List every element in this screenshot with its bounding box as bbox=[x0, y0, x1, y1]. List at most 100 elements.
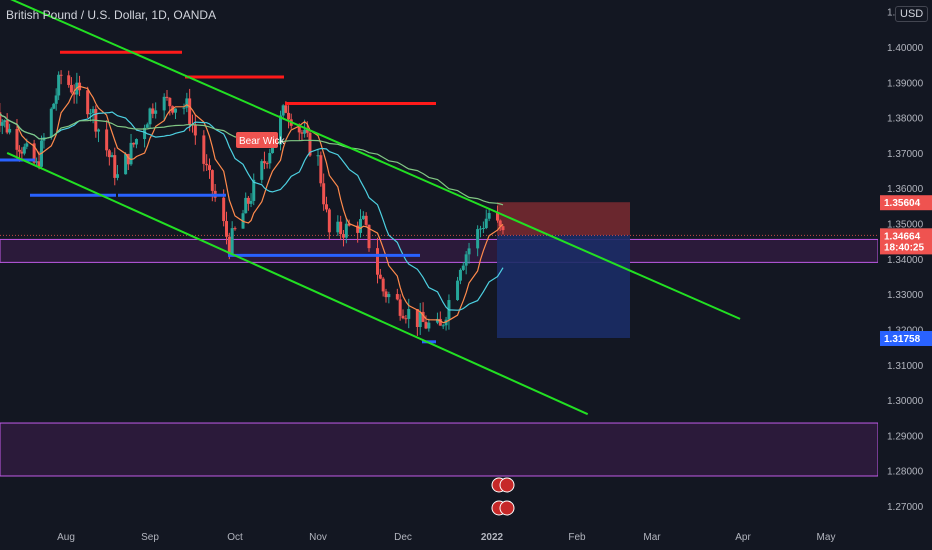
candle[interactable] bbox=[230, 221, 234, 256]
candle[interactable] bbox=[124, 152, 128, 175]
candle[interactable] bbox=[378, 268, 382, 280]
candle[interactable] bbox=[415, 308, 419, 336]
candle[interactable] bbox=[356, 221, 360, 243]
take-profit-zone[interactable] bbox=[497, 235, 630, 339]
candle[interactable] bbox=[244, 192, 248, 214]
candle[interactable] bbox=[260, 159, 264, 184]
time-axis-panel[interactable] bbox=[0, 522, 932, 550]
candle[interactable] bbox=[364, 212, 368, 228]
candle[interactable] bbox=[5, 113, 9, 135]
candle[interactable] bbox=[174, 108, 177, 120]
candle[interactable] bbox=[97, 128, 101, 143]
time-axis[interactable]: Aug Sep Oct Nov Dec 2022 Feb Mar Apr May bbox=[57, 532, 835, 543]
supply-demand-zone[interactable] bbox=[0, 422, 879, 477]
candle[interactable] bbox=[461, 262, 465, 272]
candle[interactable] bbox=[316, 149, 320, 166]
candle[interactable] bbox=[132, 142, 136, 148]
candle[interactable] bbox=[268, 148, 272, 169]
candle[interactable] bbox=[441, 323, 445, 330]
candle[interactable] bbox=[145, 122, 149, 128]
candle[interactable] bbox=[479, 225, 483, 238]
candle[interactable] bbox=[0, 102, 2, 133]
candle[interactable] bbox=[134, 138, 138, 149]
event-flags[interactable] bbox=[491, 477, 515, 516]
candle[interactable] bbox=[86, 86, 90, 119]
candle[interactable] bbox=[287, 105, 291, 129]
candle[interactable] bbox=[484, 209, 488, 230]
candle[interactable] bbox=[327, 208, 331, 240]
bear-wick-note[interactable]: Bear Wick bbox=[236, 132, 286, 148]
candle[interactable] bbox=[115, 165, 119, 181]
trend-line[interactable] bbox=[7, 0, 741, 320]
candle[interactable] bbox=[22, 143, 26, 156]
candle[interactable] bbox=[143, 124, 147, 148]
candle[interactable] bbox=[0, 119, 4, 135]
candle[interactable] bbox=[182, 103, 186, 115]
candle[interactable] bbox=[213, 183, 217, 202]
candle[interactable] bbox=[233, 226, 237, 231]
candle[interactable] bbox=[342, 229, 345, 247]
candle[interactable] bbox=[72, 84, 76, 104]
price-axis[interactable]: 1.35000 1.40000 1.39000 1.38000 1.37000 1.360… bbox=[887, 8, 924, 513]
us-event-icon[interactable] bbox=[499, 500, 515, 516]
candle[interactable] bbox=[401, 309, 405, 320]
candle[interactable] bbox=[113, 147, 117, 186]
uk-event-icon[interactable] bbox=[499, 477, 515, 493]
candle[interactable] bbox=[3, 119, 7, 128]
candle[interactable] bbox=[126, 153, 130, 170]
candle[interactable] bbox=[495, 205, 499, 223]
candle[interactable] bbox=[225, 211, 228, 245]
candle[interactable] bbox=[435, 312, 439, 325]
stop-loss-zone[interactable] bbox=[497, 202, 630, 236]
candle[interactable] bbox=[319, 151, 323, 187]
candle[interactable] bbox=[404, 315, 408, 324]
candle[interactable] bbox=[325, 196, 328, 213]
candle[interactable] bbox=[407, 298, 411, 329]
candle[interactable] bbox=[165, 90, 169, 101]
candle[interactable] bbox=[249, 193, 253, 208]
candle[interactable] bbox=[20, 147, 24, 160]
candle[interactable] bbox=[498, 219, 502, 231]
candle[interactable] bbox=[501, 225, 505, 235]
candle[interactable] bbox=[438, 311, 442, 326]
candle[interactable] bbox=[336, 215, 340, 236]
candle[interactable] bbox=[262, 151, 266, 170]
candle[interactable] bbox=[148, 107, 152, 129]
candle[interactable] bbox=[35, 157, 39, 167]
candle[interactable] bbox=[110, 152, 114, 158]
candle[interactable] bbox=[185, 92, 189, 113]
candle[interactable] bbox=[246, 195, 250, 211]
candle[interactable] bbox=[339, 215, 343, 241]
trend-line[interactable] bbox=[6, 152, 589, 416]
candle[interactable] bbox=[8, 123, 12, 135]
candle[interactable] bbox=[59, 70, 63, 85]
candle[interactable] bbox=[398, 294, 402, 321]
candle[interactable] bbox=[202, 130, 206, 172]
price-axis-panel[interactable] bbox=[878, 0, 932, 550]
candle[interactable] bbox=[193, 115, 197, 145]
candle[interactable] bbox=[418, 302, 422, 335]
candle[interactable] bbox=[300, 129, 304, 141]
candle[interactable] bbox=[54, 88, 58, 111]
candle[interactable] bbox=[57, 71, 61, 101]
candle[interactable] bbox=[208, 158, 211, 179]
candle[interactable] bbox=[52, 102, 56, 110]
candle[interactable] bbox=[487, 208, 491, 222]
candle[interactable] bbox=[481, 221, 485, 234]
candle[interactable] bbox=[241, 209, 245, 229]
candle[interactable] bbox=[395, 288, 399, 301]
candle[interactable] bbox=[376, 237, 379, 284]
candle[interactable] bbox=[107, 148, 111, 166]
candle[interactable] bbox=[427, 318, 431, 332]
candle[interactable] bbox=[421, 302, 425, 323]
candle[interactable] bbox=[88, 108, 92, 122]
candle[interactable] bbox=[476, 225, 480, 257]
candle[interactable] bbox=[444, 316, 448, 331]
candle[interactable] bbox=[361, 211, 365, 220]
candle[interactable] bbox=[359, 209, 362, 238]
candle[interactable] bbox=[151, 103, 155, 119]
candle[interactable] bbox=[162, 93, 166, 121]
candle[interactable] bbox=[205, 154, 209, 171]
candle[interactable] bbox=[447, 294, 451, 330]
